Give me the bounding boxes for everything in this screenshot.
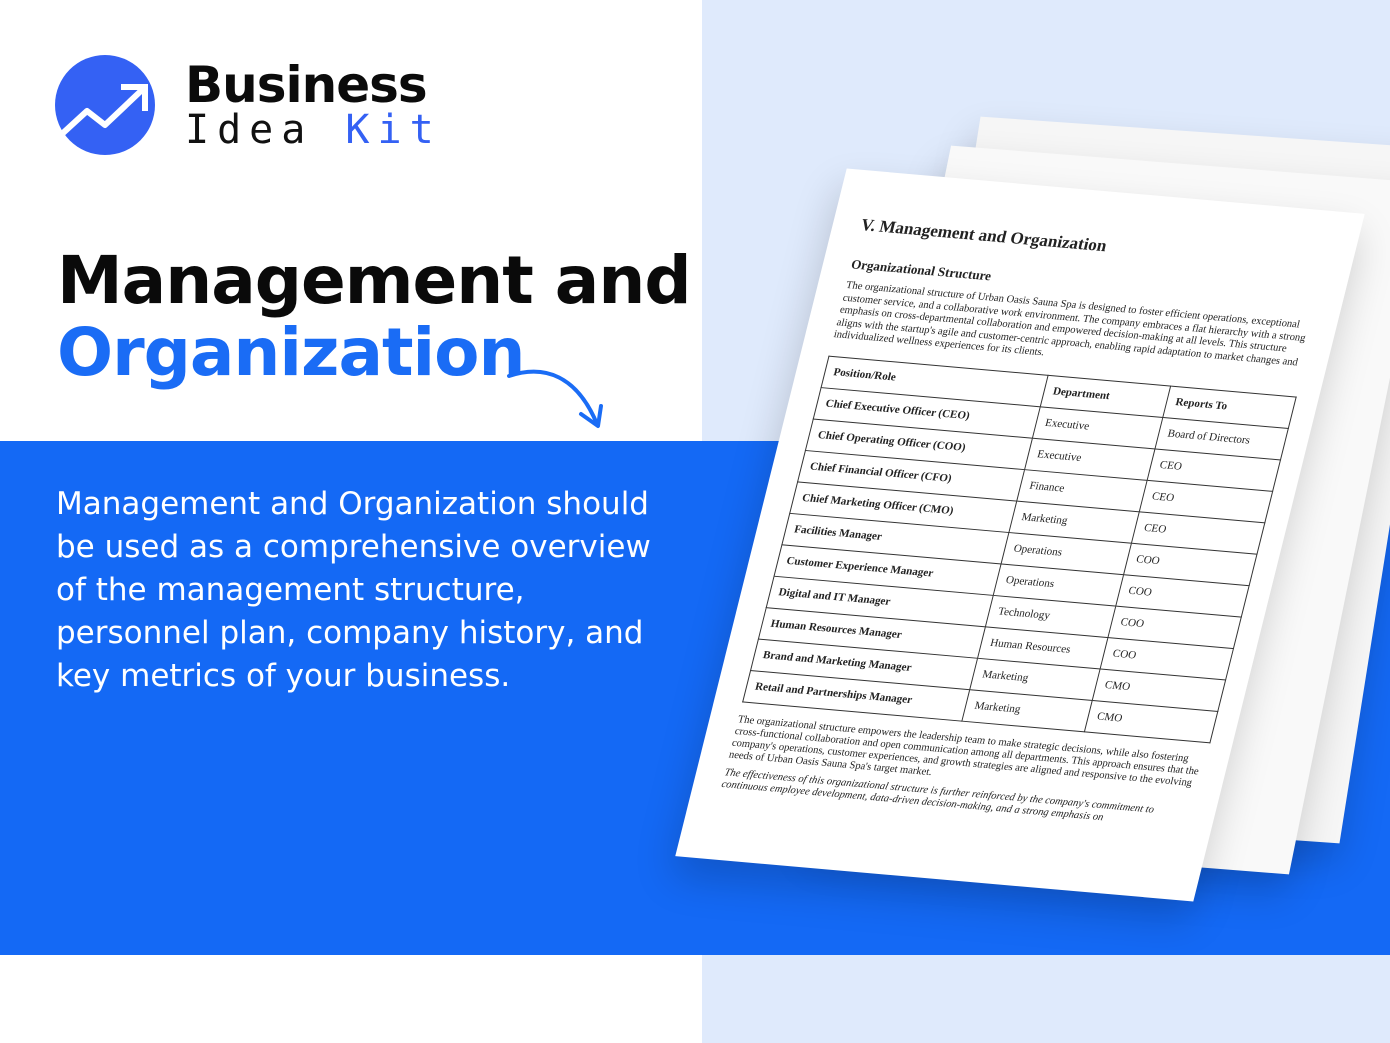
logo-kit: Kit (345, 107, 442, 153)
title-line2: Organization (57, 314, 525, 391)
logo-line1: Business (185, 56, 428, 114)
page-title: Management and Organization (57, 242, 692, 391)
title-line1: Management and (57, 242, 692, 319)
chart-trend-icon (55, 55, 155, 155)
description: Management and Organization should be us… (56, 486, 651, 694)
org-table: Position/Role Department Reports To Chie… (742, 355, 1297, 743)
logo-idea: Idea (185, 107, 314, 153)
curved-arrow-icon (507, 369, 603, 428)
logo: Business Idea Kit (55, 55, 442, 155)
